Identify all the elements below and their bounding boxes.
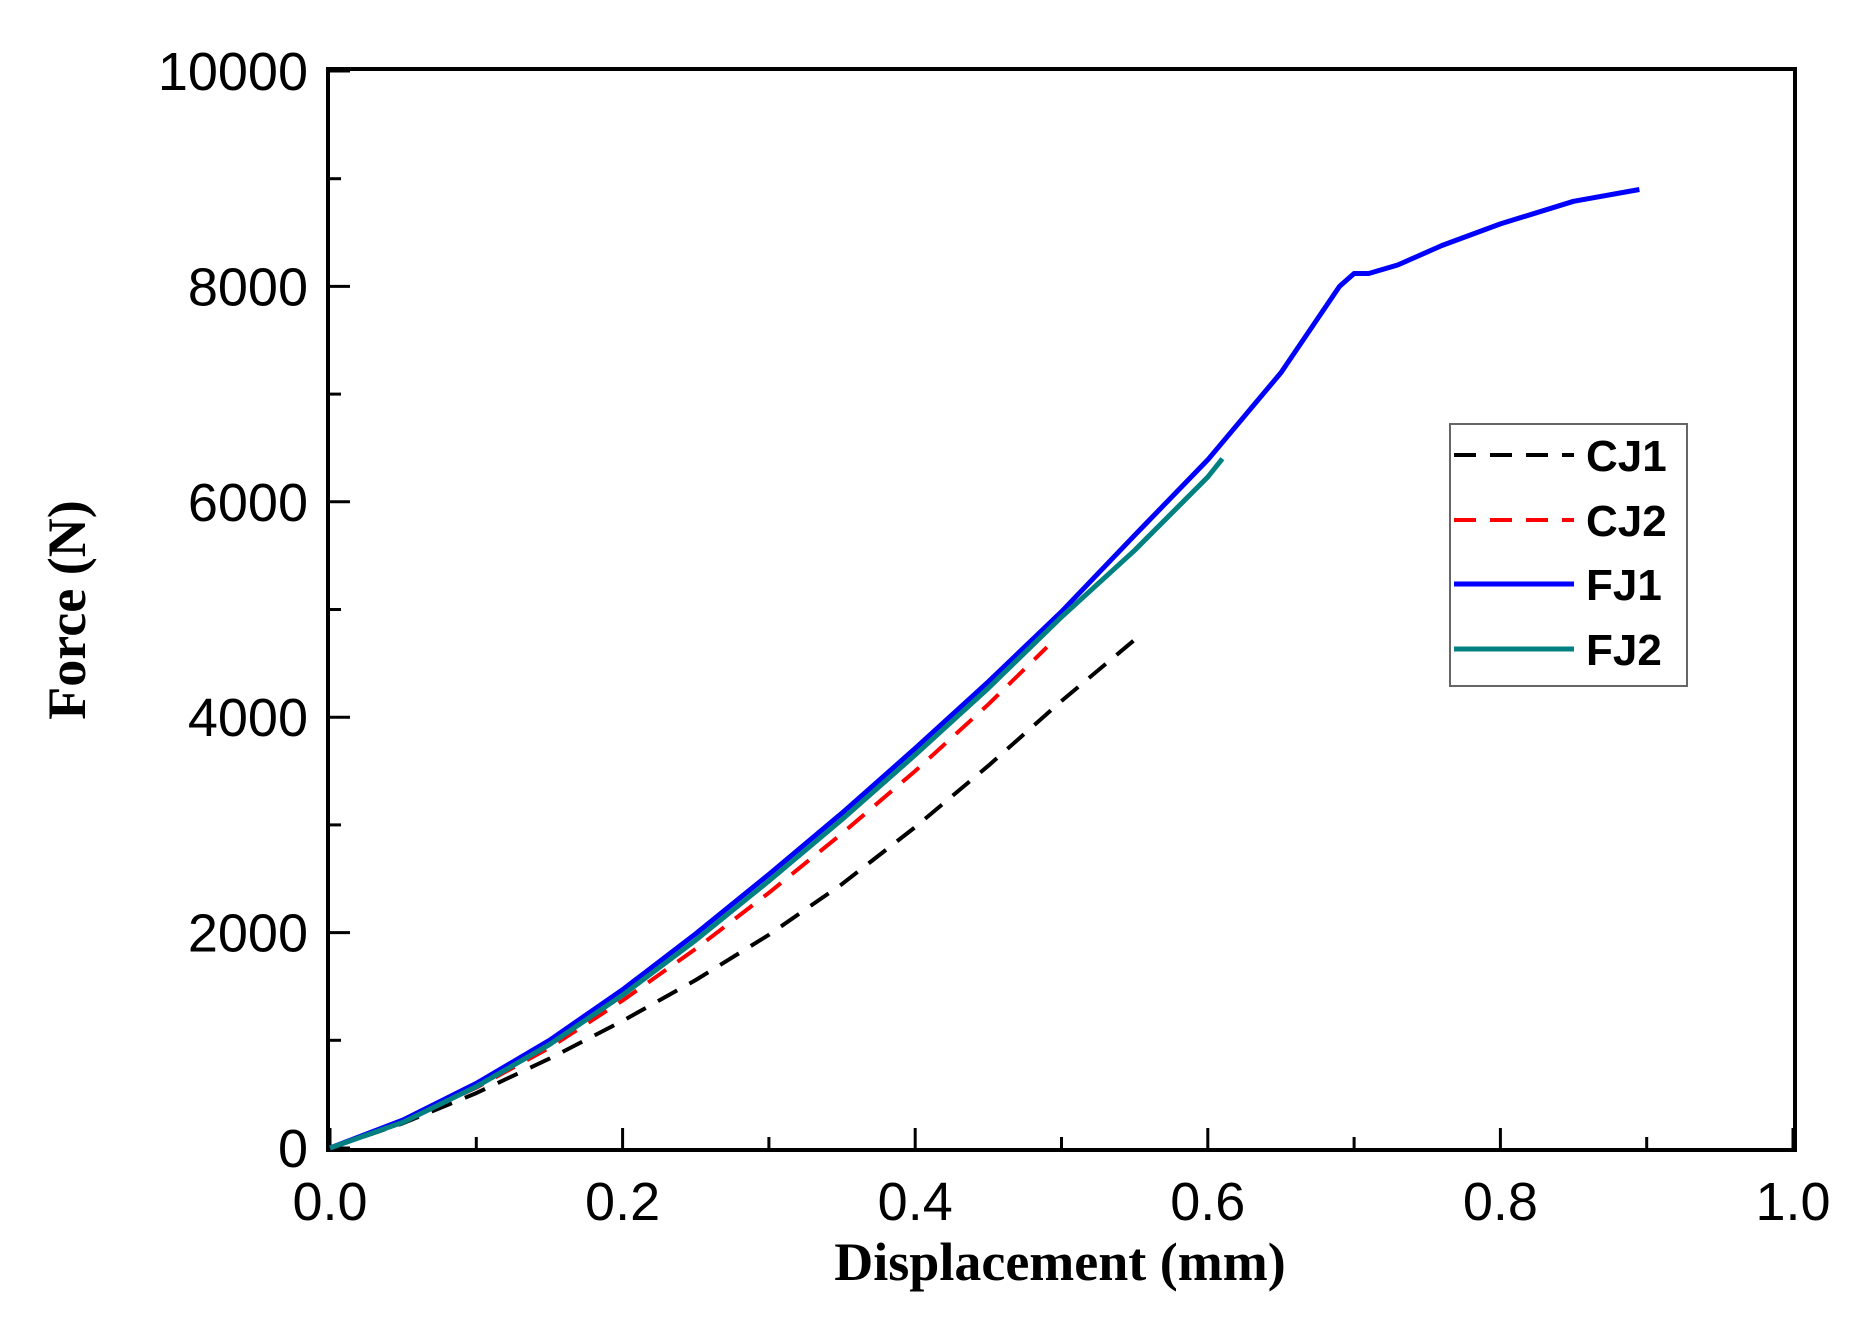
legend-label-cj2: CJ2 [1586, 497, 1667, 546]
legend-box [1449, 423, 1688, 687]
series-line-cj2 [329, 645, 1049, 1150]
series-line-cj1 [329, 638, 1136, 1150]
x-tick-label: 1.0 [1755, 1172, 1830, 1232]
x-tick-label: 0.0 [292, 1172, 367, 1232]
x-tick-label: 0.2 [585, 1172, 660, 1232]
x-axis-title: Displacement (mm) [834, 1232, 1285, 1292]
y-tick-label: 6000 [188, 473, 308, 533]
legend-label-fj1: FJ1 [1586, 561, 1662, 610]
y-axis-title: Force (N) [37, 500, 97, 719]
legend: CJ1 CJ2 FJ1 FJ2 [1449, 423, 1688, 687]
x-tick-label: 0.4 [878, 1172, 953, 1232]
series-line-fj1 [329, 187, 1640, 1151]
x-tick-label: 0.6 [1170, 1172, 1245, 1232]
tick-labels: 0.0 0.2 0.4 0.6 0.8 1.0 0 2000 4000 6000 8000 10000 [158, 42, 1831, 1232]
y-tick-label: 0 [278, 1119, 308, 1179]
legend-label-fj2: FJ2 [1586, 626, 1662, 675]
series-line-fj2 [329, 457, 1225, 1151]
x-tick-label: 0.8 [1463, 1172, 1538, 1232]
legend-label-cj1: CJ1 [1586, 432, 1667, 481]
plot-frame [326, 67, 1797, 1152]
y-tick-label: 8000 [188, 257, 308, 317]
series-layer [329, 187, 1640, 1151]
y-tick-label: 2000 [188, 904, 308, 964]
y-tick-label: 10000 [158, 42, 308, 102]
y-tick-label: 4000 [188, 688, 308, 748]
